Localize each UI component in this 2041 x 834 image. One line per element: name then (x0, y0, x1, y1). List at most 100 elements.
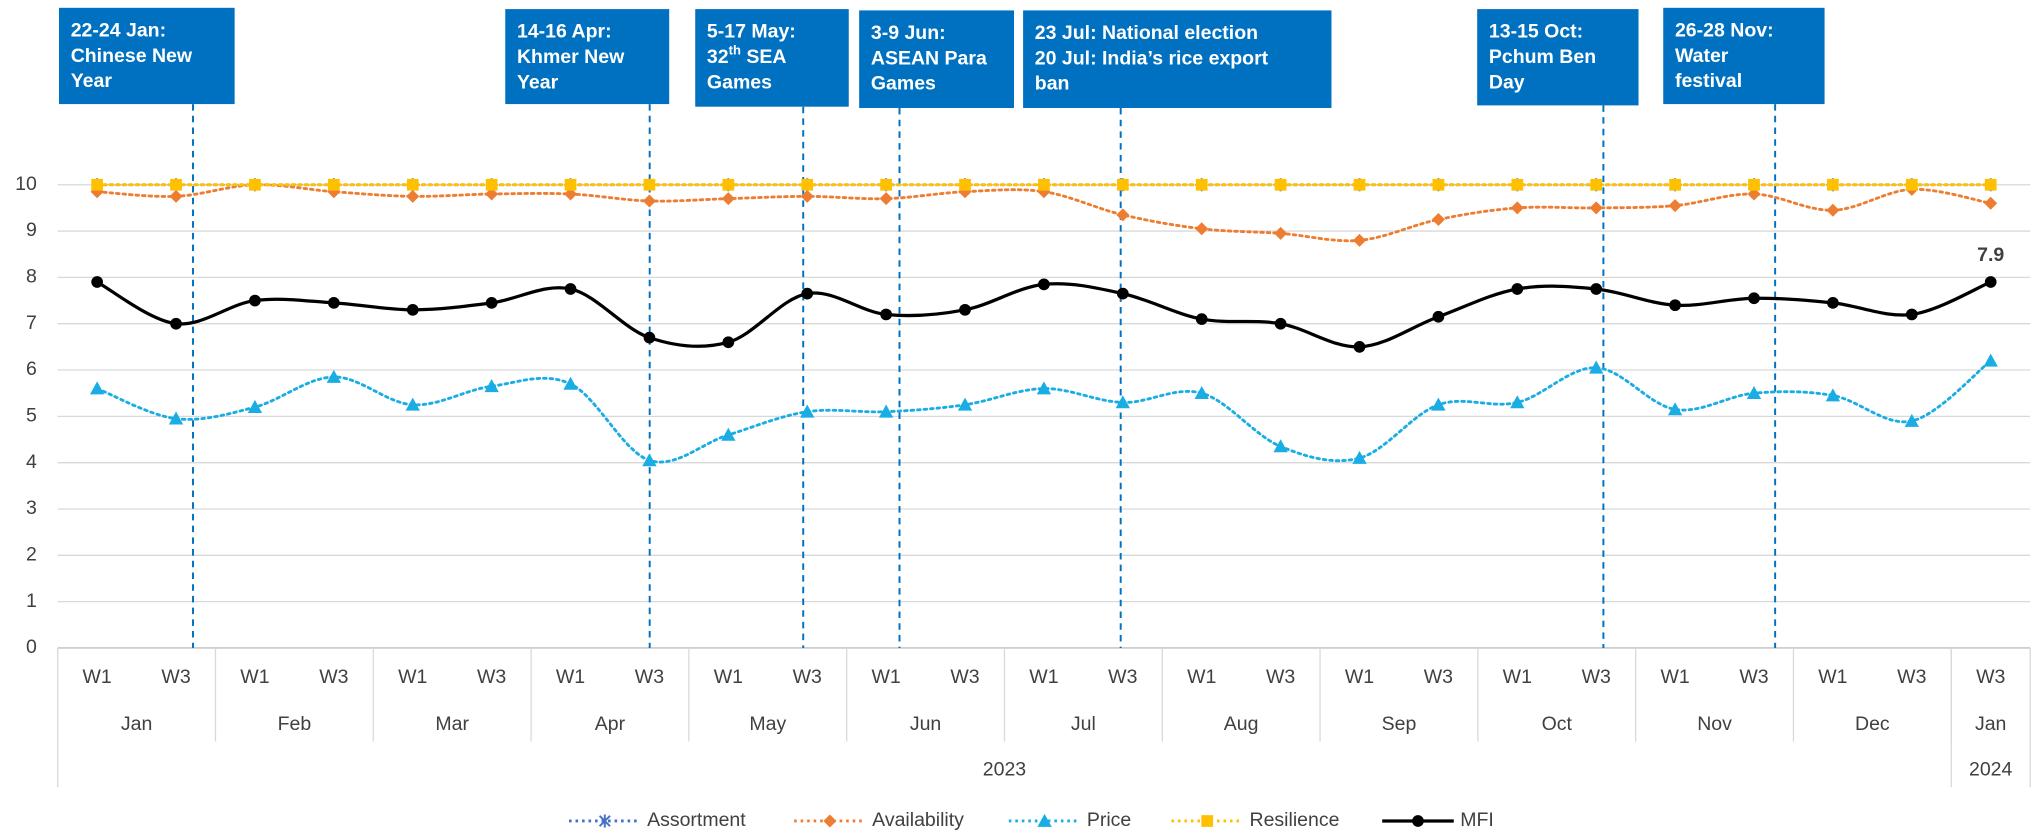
event-text-part: 32 (707, 46, 729, 68)
data-label: 7.9 (1977, 244, 2004, 266)
marker (959, 178, 971, 191)
marker (1115, 395, 1130, 409)
legend-marker (1412, 815, 1424, 827)
marker (1038, 278, 1050, 291)
event-box-bg (695, 9, 849, 107)
month-label: May (749, 713, 786, 735)
event-box-bg (1477, 9, 1639, 106)
marker (327, 178, 340, 191)
marker (89, 381, 105, 395)
y-tick-label: 6 (26, 358, 37, 380)
marker (800, 189, 814, 203)
marker (1511, 283, 1524, 295)
event-box: 13-15 Oct: Pchum Ben Day (1477, 9, 1639, 106)
marker (1667, 402, 1683, 416)
marker (1984, 276, 1997, 288)
event-text: festival (1675, 70, 1742, 92)
marker (327, 297, 340, 309)
marker (1195, 313, 1208, 325)
event-text: ASEAN Para (871, 47, 987, 69)
marker (1194, 386, 1209, 400)
event-box-bg (1023, 10, 1332, 108)
legend-label: MFI (1460, 809, 1494, 831)
marker (957, 397, 973, 411)
month-label: Aug (1224, 713, 1259, 735)
legend-marker (598, 814, 611, 828)
marker (1668, 199, 1682, 213)
marker (1116, 178, 1129, 191)
marker (880, 178, 892, 191)
y-tick-label: 10 (15, 173, 37, 195)
marker (878, 404, 894, 418)
marker (1746, 386, 1762, 400)
marker (801, 287, 814, 300)
y-tick-label: 1 (26, 590, 37, 612)
marker (91, 178, 103, 191)
marker (484, 379, 499, 393)
marker (170, 178, 182, 191)
x-tick-label: W1 (556, 666, 585, 688)
month-label: Jan (121, 713, 152, 735)
legend-label: Assortment (647, 809, 746, 831)
marker (643, 178, 656, 191)
marker (800, 404, 815, 418)
x-tick-label: W3 (793, 666, 822, 688)
marker (642, 194, 656, 208)
month-label: Jan (1975, 713, 2006, 735)
marker (91, 276, 103, 288)
marker (1273, 439, 1288, 453)
y-tick-label: 0 (26, 636, 37, 658)
y-tick-label: 3 (26, 497, 37, 519)
marker (1195, 222, 1209, 236)
marker (801, 178, 814, 191)
event-text: 14-16 Apr: (517, 21, 612, 43)
x-tick-label: W1 (1345, 666, 1374, 688)
event-box: 3-9 Jun: ASEAN Para Games (859, 10, 1014, 108)
y-tick-label: 4 (26, 451, 37, 473)
marker (406, 178, 419, 191)
legend-label: Availability (872, 809, 964, 831)
marker (642, 453, 657, 467)
marker (1510, 201, 1524, 215)
marker (1669, 299, 1681, 312)
x-tick-label: W1 (83, 666, 112, 688)
marker (1431, 397, 1446, 411)
marker (247, 399, 263, 413)
x-tick-label: W3 (319, 666, 348, 688)
legend-marker (823, 814, 837, 828)
series-line (95, 183, 1993, 243)
y-tick-label: 8 (26, 266, 37, 288)
x-tick-label: W1 (1187, 666, 1216, 688)
x-tick-label: W3 (1897, 666, 1926, 688)
x-tick-label: W1 (398, 666, 427, 688)
month-label: Apr (595, 713, 626, 735)
legend-label: Price (1087, 809, 1131, 831)
marker (564, 178, 577, 191)
marker (326, 369, 341, 383)
event-text: 13-15 Oct: (1489, 21, 1583, 43)
x-tick-label: W3 (1739, 666, 1768, 688)
event-text: 5-17 May: (707, 21, 796, 43)
event-box-bg (505, 9, 670, 105)
x-tick-label: W3 (1108, 666, 1137, 688)
marker (1036, 381, 1052, 395)
marker (1748, 292, 1760, 305)
x-tick-label: W3 (1266, 666, 1295, 688)
event-text: Year (517, 71, 559, 93)
year-label: 2023 (983, 758, 1026, 780)
x-tick-label: W1 (240, 666, 269, 688)
marker (485, 178, 498, 191)
x-tick-label: W3 (161, 666, 190, 688)
event-text: 22-24 Jan: (71, 19, 166, 41)
marker (1116, 208, 1130, 222)
series-line (95, 280, 1993, 349)
y-tick-label: 5 (26, 405, 37, 427)
month-label: Oct (1542, 713, 1573, 735)
marker (1984, 178, 1997, 191)
event-text: 32th SEA (707, 43, 786, 68)
x-tick-label: W1 (1503, 666, 1532, 688)
x-tick-label: W1 (1818, 666, 1847, 688)
x-tick-label: W3 (635, 666, 664, 688)
marker (169, 189, 183, 203)
